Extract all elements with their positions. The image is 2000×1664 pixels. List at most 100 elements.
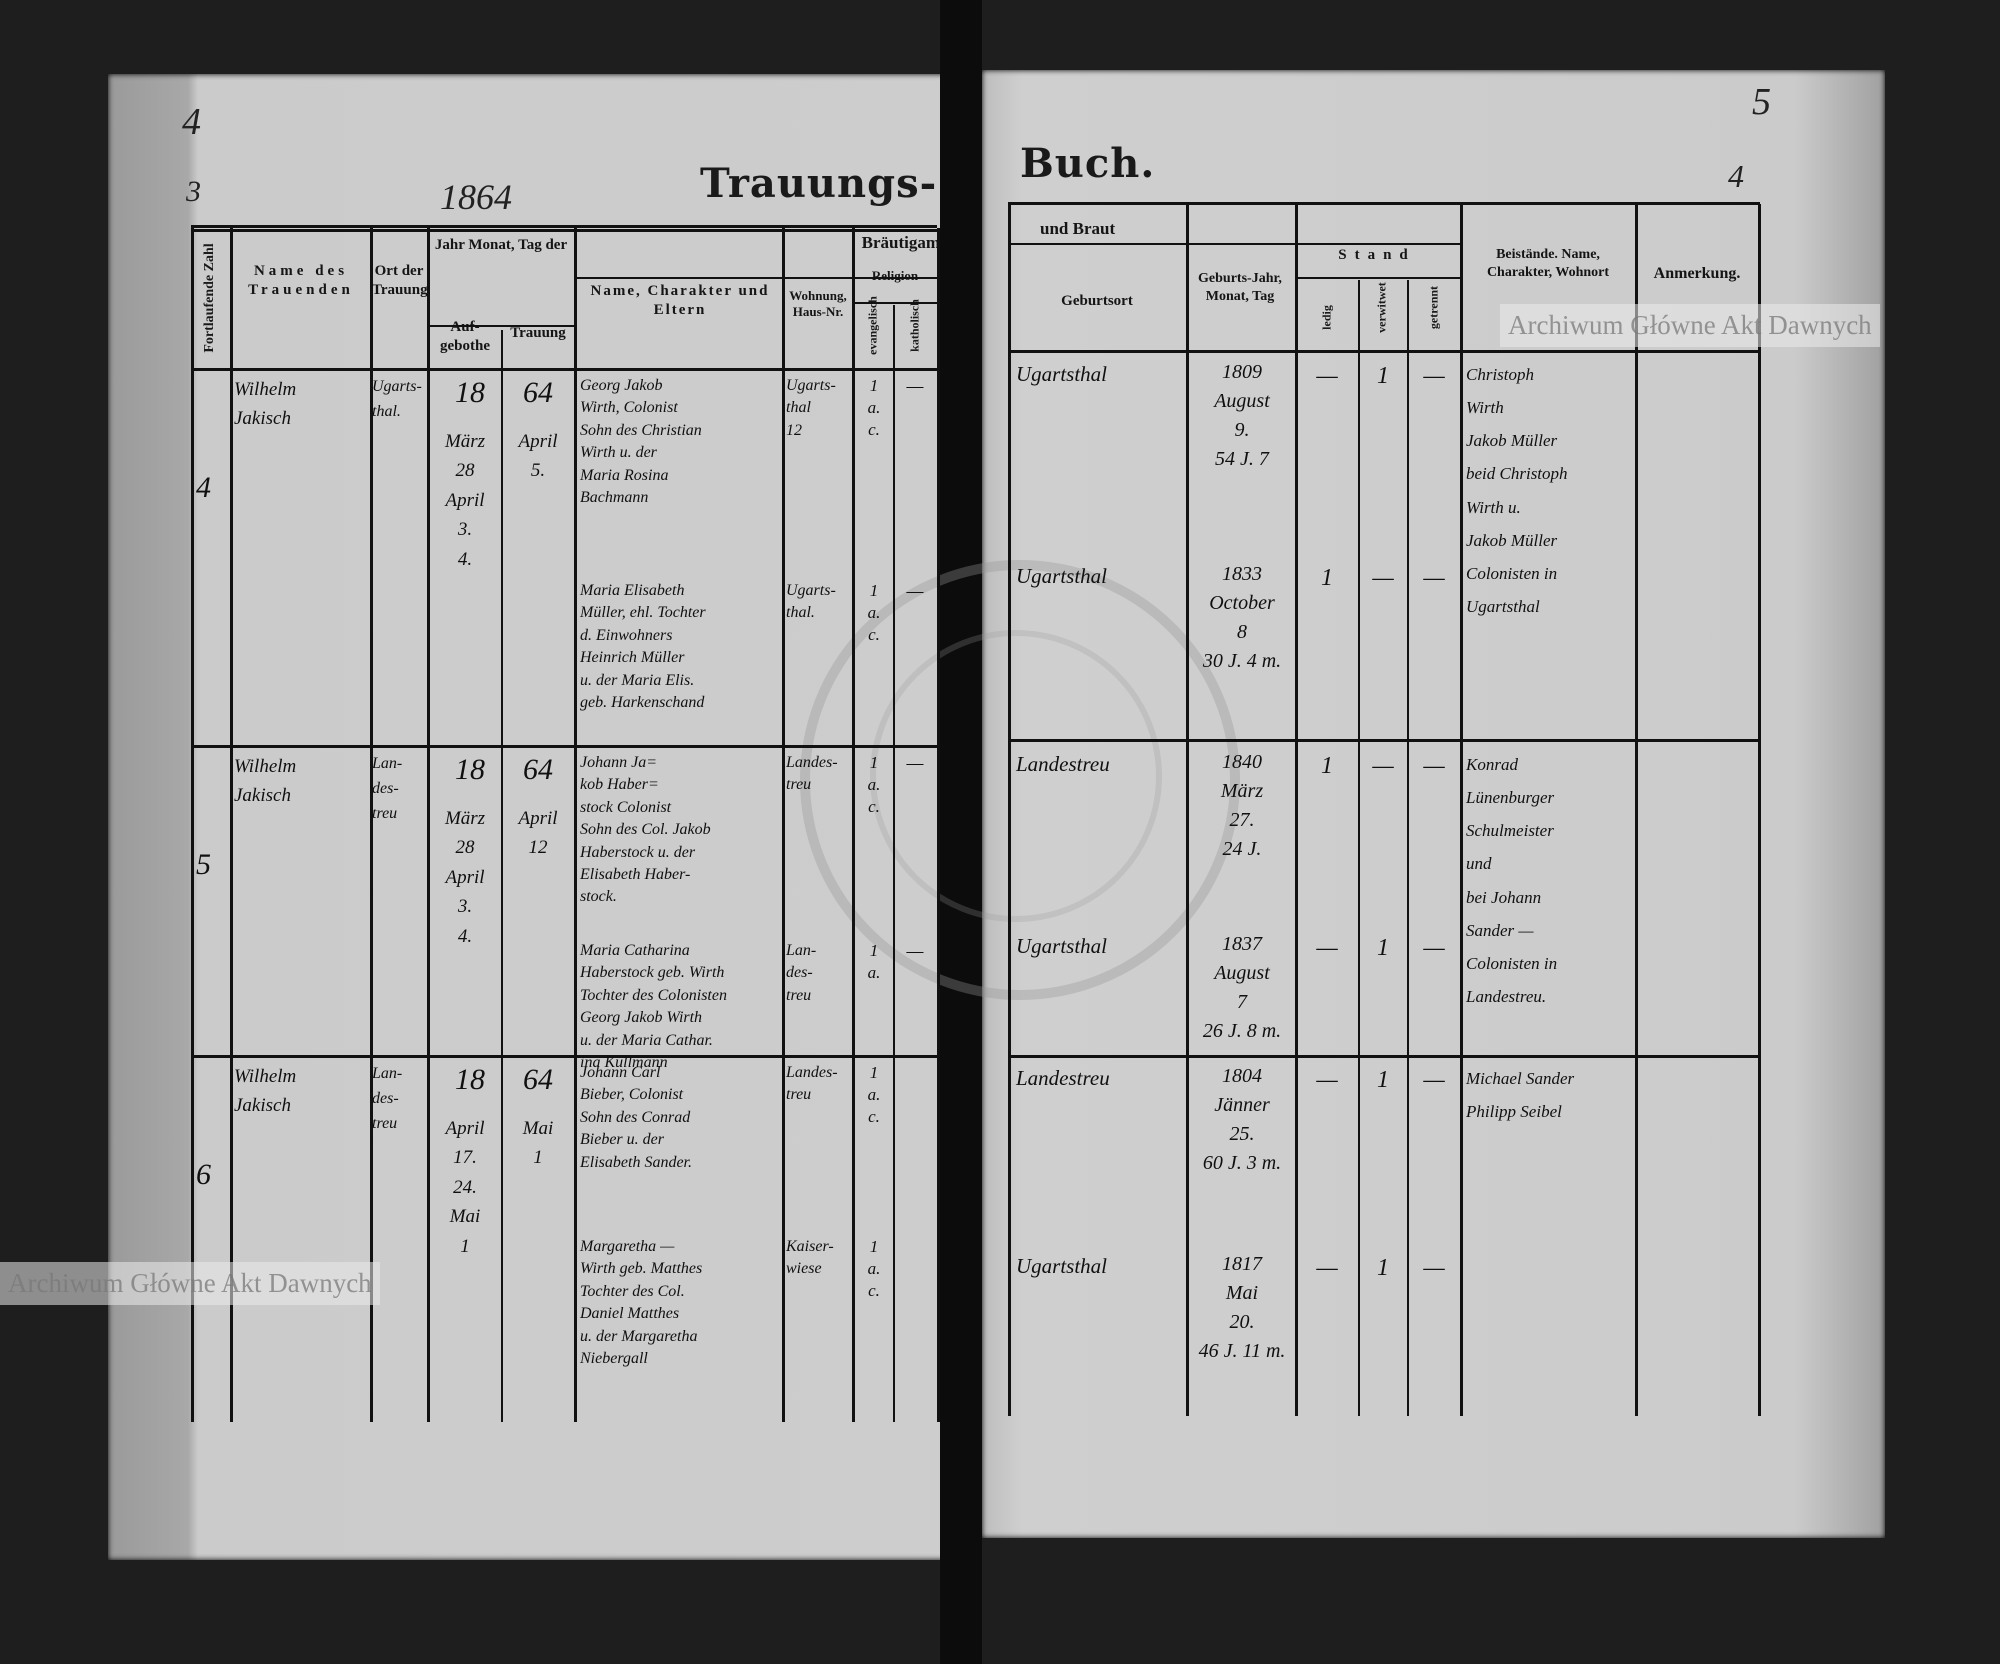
groom-status-verwitwet: —	[1372, 753, 1394, 779]
groom-religion-katholisch: —	[906, 376, 924, 397]
wedding-date: Mai 1	[522, 1118, 554, 1169]
groom-birthdate: 1809 August 9. 54 J. 7	[1214, 361, 1270, 470]
header-rule	[852, 302, 937, 304]
entry-number: 4	[196, 471, 211, 504]
wedding-place: Ugarts- thal.	[372, 378, 422, 420]
header-rule	[1008, 243, 1460, 245]
groom-residence: Ugarts- thal 12	[786, 377, 836, 439]
groom-name-parents: Georg Jakob Wirth, Colonist Sohn des Chr…	[580, 377, 702, 506]
header-verwitwet: verwitwet	[1374, 282, 1389, 333]
bride-religion-katholisch: —	[906, 581, 924, 602]
bride-residence: Ugarts- thal.	[786, 582, 836, 622]
groom-religion-evangelisch: 1 a. c.	[867, 1063, 881, 1127]
header-banns: Auf-gebothe	[440, 319, 490, 354]
bride-status-verwitwet: 1	[1377, 935, 1389, 961]
row-rule	[1008, 1055, 1760, 1058]
year-part: 64	[523, 1063, 553, 1096]
banns-dates: März 28 April 3. 4.	[444, 431, 486, 570]
row-rule	[191, 745, 937, 748]
table-top-rule	[191, 229, 937, 232]
witnesses: Christoph Wirth Jakob Müller beid Christ…	[1466, 365, 1568, 616]
header-wedding: Trauung	[510, 325, 566, 341]
groom-birthplace: Ugartsthal	[1016, 362, 1108, 386]
column-rule	[1008, 204, 1011, 1416]
header-katholisch: katholisch	[907, 299, 922, 352]
header-status: Stand	[1338, 247, 1416, 263]
bride-status-ledig: —	[1316, 1255, 1338, 1281]
column-rule	[370, 228, 373, 1422]
bride-birthplace: Ugartsthal	[1016, 564, 1108, 588]
wedding-place: Lan- des- treu	[372, 755, 403, 822]
bride-religion-evangelisch: 1 a.	[867, 941, 881, 983]
archive-watermark-top: Archiwum Główne Akt Dawnych	[1500, 304, 1880, 347]
banns-dates: März 28 April 3. 4.	[444, 808, 486, 947]
column-rule	[230, 228, 233, 1422]
header-birthdate: Geburts-Jahr, Monat, Tag	[1198, 271, 1282, 304]
header-date-group: Jahr Monat, Tag der	[434, 237, 568, 253]
column-rule	[893, 305, 895, 1422]
header-getrennt: getrennt	[1426, 285, 1441, 330]
header-remarks: Anmerkung.	[1653, 265, 1741, 282]
header-place: Ort der Trauung	[372, 263, 428, 298]
groom-status-getrennt: —	[1423, 1067, 1445, 1093]
groom-status-verwitwet: 1	[1377, 1067, 1389, 1093]
archive-stamp-inner-ring	[870, 630, 1162, 922]
bride-name-parents: Margaretha — Wirth geb. Matthes Tochter …	[580, 1238, 703, 1367]
year-part: 64	[523, 376, 553, 409]
groom-status-getrennt: —	[1423, 363, 1445, 389]
register-title-right: Buch.	[1020, 140, 1156, 187]
column-rule	[1358, 280, 1360, 1416]
wedding-date: April 12	[518, 808, 558, 859]
bride-religion-evangelisch: 1 a. c.	[867, 1237, 881, 1301]
groom-religion-evangelisch: 1 a. c.	[867, 753, 881, 817]
header-bottom-rule	[1008, 350, 1760, 353]
entry-number: 5	[196, 848, 211, 881]
witnesses: Michael Sander Philipp Seibel	[1466, 1069, 1575, 1122]
bride-status-verwitwet: —	[1372, 565, 1394, 591]
bride-status-getrennt: —	[1423, 565, 1445, 591]
groom-status-getrennt: —	[1423, 753, 1445, 779]
witnesses: Konrad Lünenburger Schulmeister und bei …	[1466, 755, 1558, 1006]
bride-birthplace: Ugartsthal	[1016, 1254, 1108, 1278]
column-rule	[501, 330, 503, 1422]
groom-status-ledig: 1	[1321, 753, 1333, 779]
bride-religion-evangelisch: 1 a. c.	[867, 581, 881, 645]
groom-status-verwitwet: 1	[1377, 363, 1389, 389]
year-part: 18	[455, 376, 485, 409]
bride-status-getrennt: —	[1423, 1255, 1445, 1281]
column-rule	[937, 228, 940, 1422]
column-rule	[574, 228, 577, 1422]
year-part: 18	[455, 753, 485, 786]
column-rule	[1758, 204, 1761, 1416]
bride-birthdate: 1837 August 7 26 J. 8 m.	[1202, 933, 1282, 1042]
bride-status-getrennt: —	[1423, 935, 1445, 961]
row-rule	[191, 1055, 937, 1058]
right-corner-number: 5	[1752, 81, 1771, 123]
column-rule	[1407, 280, 1409, 1416]
left-margin-number: 3	[186, 175, 201, 208]
header-rule	[427, 325, 574, 327]
groom-religion-evangelisch: 1 a. c.	[867, 376, 881, 440]
groom-birthplace: Landestreu	[1016, 1066, 1110, 1090]
bride-status-ledig: 1	[1321, 565, 1333, 591]
table-top-rule	[1008, 202, 1760, 205]
groom-name-parents: Johann Carl Bieber, Colonist Sohn des Co…	[580, 1064, 692, 1171]
groom-religion-katholisch: —	[906, 753, 924, 774]
row-rule	[1008, 739, 1760, 742]
year-part: 18	[455, 1063, 485, 1096]
groom-status-ledig: —	[1316, 363, 1338, 389]
header-name: Name, Charakter und Eltern	[590, 283, 770, 318]
column-rule	[1186, 204, 1189, 1416]
groom-birthdate: 1804 Jänner 25. 60 J. 3 m.	[1202, 1065, 1282, 1174]
bride-status-ledig: —	[1316, 935, 1338, 961]
bride-birthdate: 1817 Mai 20. 46 J. 11 m.	[1198, 1253, 1286, 1362]
bride-name-parents: Maria Elisabeth Müller, ehl. Tochter d. …	[580, 582, 706, 711]
entry-number: 6	[196, 1158, 211, 1191]
header-officiant: Name des Trauenden	[248, 263, 354, 298]
bride-name-parents: Maria Catharina Haberstock geb. Wirth To…	[580, 942, 727, 1071]
bride-residence: Kaiser- wiese	[786, 1238, 834, 1278]
header-rule	[574, 277, 937, 279]
officiant-name: Wilhelm Jakisch	[234, 379, 297, 430]
right-margin-number: 4	[1728, 158, 1744, 194]
bride-birthplace: Ugartsthal	[1016, 934, 1108, 958]
